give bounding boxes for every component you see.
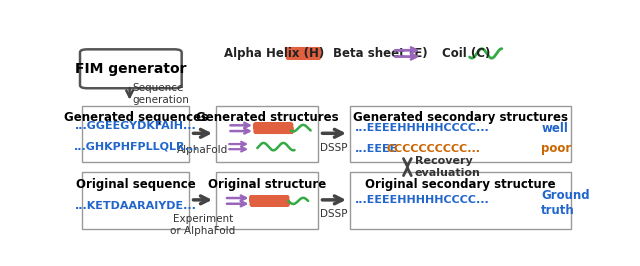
Text: Generated structures: Generated structures [196,111,339,124]
Text: AlphaFold: AlphaFold [177,145,228,155]
Text: Original structure: Original structure [208,178,326,191]
Text: ...EEEEHHHHHCCCC...: ...EEEEHHHHHCCCC... [355,195,490,205]
Text: ...GGEEGYDKFAIH...: ...GGEEGYDKFAIH... [75,121,196,131]
Text: poor: poor [541,142,572,155]
FancyBboxPatch shape [83,172,189,228]
Text: Beta sheet (E): Beta sheet (E) [333,47,428,60]
FancyBboxPatch shape [350,172,571,228]
Text: well: well [541,122,568,135]
Text: ...EEEE: ...EEEE [355,144,399,154]
Text: Ground
truth: Ground truth [541,189,590,217]
Text: Experiment
or AlphaFold: Experiment or AlphaFold [170,214,236,236]
Text: ...KETDAARAIYDE...: ...KETDAARAIYDE... [75,201,196,211]
Text: DSSP: DSSP [321,209,348,219]
Text: FIM generator: FIM generator [75,62,187,76]
Text: CCCCCCCCCC...: CCCCCCCCCC... [387,144,481,154]
Text: ...GHKPHFPLLQLR...: ...GHKPHFPLLQLR... [74,142,198,152]
Text: Sequence
generation: Sequence generation [132,83,189,105]
Text: Recovery
evaluation: Recovery evaluation [415,156,481,178]
Text: Generated secondary structures: Generated secondary structures [353,111,568,124]
Text: Generated sequences: Generated sequences [64,111,208,124]
FancyBboxPatch shape [80,49,182,88]
FancyBboxPatch shape [216,106,318,162]
Text: Alpha Helix (H): Alpha Helix (H) [224,47,324,60]
FancyBboxPatch shape [83,106,189,162]
Text: Original secondary structure: Original secondary structure [365,178,556,191]
FancyBboxPatch shape [216,172,318,228]
Text: Original sequence: Original sequence [76,178,196,191]
FancyBboxPatch shape [350,106,571,162]
Text: ...EEEEHHHHHCCCC...: ...EEEEHHHHHCCCC... [355,123,490,133]
Text: Coil (C): Coil (C) [442,47,490,60]
Text: DSSP: DSSP [321,143,348,152]
